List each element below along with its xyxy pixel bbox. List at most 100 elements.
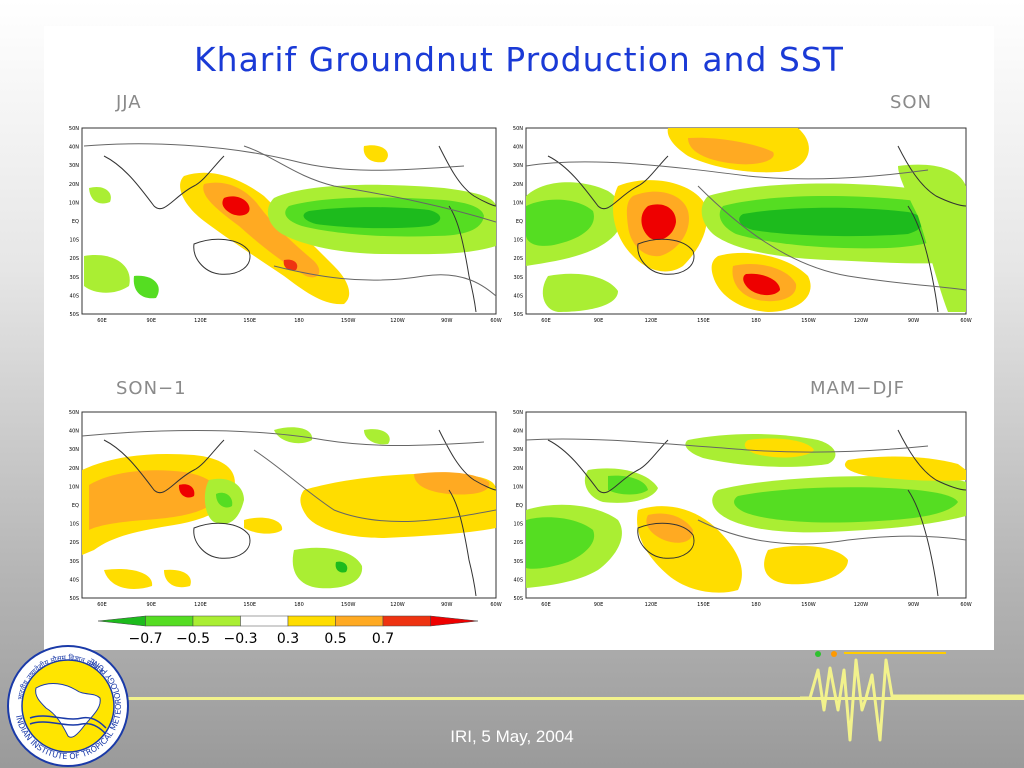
lat-tick-label: 50N (69, 126, 79, 132)
panel-label-mam-djf: MAM−DJF (810, 378, 905, 399)
lat-ticks: 50N 40N 30N 20N 10N EQ 10S 20S 30S 40S 50S (69, 410, 79, 602)
lon-tick-label: 120E (645, 318, 658, 324)
lon-tick-label: 150E (243, 318, 256, 324)
map-mam-djf: 50N 40N 30N 20N 10N EQ 10S 20S 30S 40S 50S 60E 90E 1… (513, 410, 972, 608)
lat-tick-label: 40N (69, 145, 79, 151)
lon-tick-label: 90E (594, 318, 604, 324)
lat-tick-label: 40S (69, 577, 79, 583)
colorbar-swatch (382, 615, 431, 627)
colorbar-label: −0.7 (129, 631, 163, 646)
panel-label-jja: JJA (116, 92, 142, 113)
lat-tick-label: 40N (69, 429, 79, 435)
lon-tick-label: 180 (751, 602, 761, 608)
lat-tick-label: EQ (72, 219, 79, 225)
panel-label-son: SON (890, 92, 933, 113)
lon-ticks: 60E 90E 120E 150E 180 150W 120W 90W 60W (541, 318, 971, 324)
figure-title: Kharif Groundnut Production and SST (194, 40, 844, 79)
lat-tick-label: 10S (69, 522, 79, 528)
lat-tick-label: 30N (513, 163, 523, 169)
lat-tick-label: 30S (69, 275, 79, 281)
colorbar-swatch (97, 615, 146, 627)
lon-tick-label: 90W (908, 318, 919, 324)
map-jja: 50N 40N 30N 20N 10N EQ 10S 20S 30S 40S 50S 60E 90E 1… (69, 126, 502, 324)
lon-tick-label: 90W (441, 318, 452, 324)
lon-tick-label: 120E (645, 602, 658, 608)
lon-tick-label: 60E (97, 602, 107, 608)
lon-tick-label: 120W (854, 602, 869, 608)
lat-tick-label: 20N (513, 182, 523, 188)
colorbar-swatch (430, 615, 479, 627)
lat-tick-label: 50S (69, 596, 79, 602)
colorbar-swatch (192, 615, 241, 627)
lat-tick-label: 10N (69, 484, 79, 490)
lat-tick-label: 50S (69, 312, 79, 318)
lat-tick-label: 30N (69, 447, 79, 453)
lat-tick-label: 50S (513, 596, 523, 602)
lat-tick-label: 20S (513, 540, 523, 546)
lat-tick-label: 30S (69, 559, 79, 565)
lat-tick-label: 50N (513, 410, 523, 416)
seismograph-decoration (800, 651, 1024, 742)
lat-tick-label: 30N (513, 447, 523, 453)
lon-tick-label: 60E (97, 318, 107, 324)
lon-tick-label: 180 (294, 602, 304, 608)
lon-tick-label: 180 (294, 318, 304, 324)
panel-label-son-1: SON−1 (116, 378, 187, 399)
colorbar-label: −0.5 (176, 631, 210, 646)
lat-tick-label: 10N (513, 484, 523, 490)
map-son-1: 50N 40N 30N 20N 10N EQ 10S 20S 30S 40S 50S 60E 90E 1… (69, 410, 502, 608)
lat-tick-label: EQ (516, 503, 523, 509)
lat-tick-label: 10S (513, 238, 523, 244)
lat-tick-label: 10S (513, 522, 523, 528)
lon-tick-label: 90E (146, 602, 156, 608)
lat-tick-label: 30S (513, 559, 523, 565)
colorbar-label: −0.3 (224, 631, 258, 646)
lon-tick-label: 150E (697, 602, 710, 608)
lat-tick-label: 10N (69, 200, 79, 206)
lon-ticks: 60E 90E 120E 150E 180 150W 120W 90W 60W (541, 602, 971, 608)
lon-tick-label: 150W (801, 318, 816, 324)
lon-tick-label: 120W (854, 318, 869, 324)
colorbar-swatch (287, 615, 336, 627)
lon-tick-label: 150W (341, 318, 356, 324)
colorbar-swatch (240, 615, 289, 627)
lat-tick-label: 50S (513, 312, 523, 318)
lat-tick-label: 40S (513, 293, 523, 299)
lat-tick-label: 20N (69, 182, 79, 188)
lon-tick-label: 120E (194, 318, 207, 324)
lon-ticks: 60E 90E 120E 150E 180 150W 120W 90W 60W (97, 318, 501, 324)
lat-ticks: 50N 40N 30N 20N 10N EQ 10S 20S 30S 40S 50S (69, 126, 79, 318)
lat-tick-label: 10N (513, 200, 523, 206)
figure-panel: Kharif Groundnut Production and SST JJA … (44, 26, 994, 650)
lon-tick-label: 120W (390, 318, 405, 324)
lat-tick-label: 10S (69, 238, 79, 244)
lon-tick-label: 60E (541, 602, 551, 608)
lat-tick-label: 30S (513, 275, 523, 281)
lon-tick-label: 90E (146, 318, 156, 324)
lon-tick-label: 180 (751, 318, 761, 324)
colorbar-swatch (145, 615, 194, 627)
lon-tick-label: 150E (243, 602, 256, 608)
lat-tick-label: 50N (513, 126, 523, 132)
lat-ticks: 50N 40N 30N 20N 10N EQ 10S 20S 30S 40S 50S (513, 410, 523, 602)
lon-tick-label: 150W (801, 602, 816, 608)
lat-tick-label: 20S (513, 256, 523, 262)
colorbar-label: 0.7 (372, 631, 394, 646)
lon-tick-label: 60E (541, 318, 551, 324)
colorbar: −0.7 −0.5 −0.3 0.3 0.5 0.7 (97, 615, 479, 646)
lat-tick-label: 30N (69, 163, 79, 169)
lon-tick-label: 60W (960, 318, 971, 324)
lat-tick-label: 20S (69, 256, 79, 262)
lon-tick-label: 90W (908, 602, 919, 608)
colorbar-label: 0.5 (324, 631, 346, 646)
footer-caption: IRI, 5 May, 2004 (450, 727, 574, 746)
lat-tick-label: EQ (516, 219, 523, 225)
lon-tick-label: 60W (490, 318, 501, 324)
lon-tick-label: 60W (490, 602, 501, 608)
lon-tick-label: 150W (341, 602, 356, 608)
lat-tick-label: 20S (69, 540, 79, 546)
lat-tick-label: 40N (513, 429, 523, 435)
lat-tick-label: 40S (513, 577, 523, 583)
colorbar-label: 0.3 (277, 631, 299, 646)
lat-tick-label: 40S (69, 293, 79, 299)
